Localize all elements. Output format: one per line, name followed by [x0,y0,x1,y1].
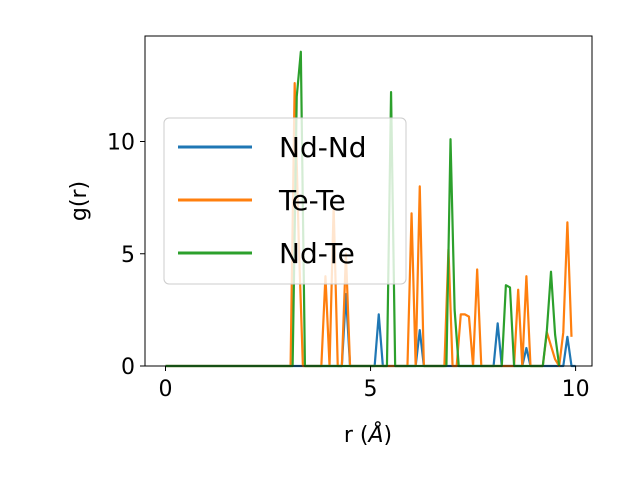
y-tick-label: 5 [121,243,135,268]
plot-frame [144,35,593,367]
legend-items: Nd-Nd Te-Te Nd-Te [178,131,367,270]
x-tick-label: 0 [159,377,173,402]
y-axis-label: g(r) [67,181,92,221]
y-tick-label: 0 [121,355,135,380]
y-tick-label: 10 [107,131,135,156]
legend-box [163,117,407,285]
x-axis-label: r (Å) [344,421,392,448]
x-tick-label: 5 [364,377,378,402]
legend-label-nd-te: Nd-Te [279,237,355,270]
ticks-layer: 0 5 10 0 5 10 [107,131,590,402]
legend-label-nd-nd: Nd-Nd [279,131,367,164]
x-tick-label: 10 [562,377,590,402]
legend-label-te-te: Te-Te [278,184,346,217]
legend: Nd-Nd Te-Te Nd-Te [163,117,407,285]
